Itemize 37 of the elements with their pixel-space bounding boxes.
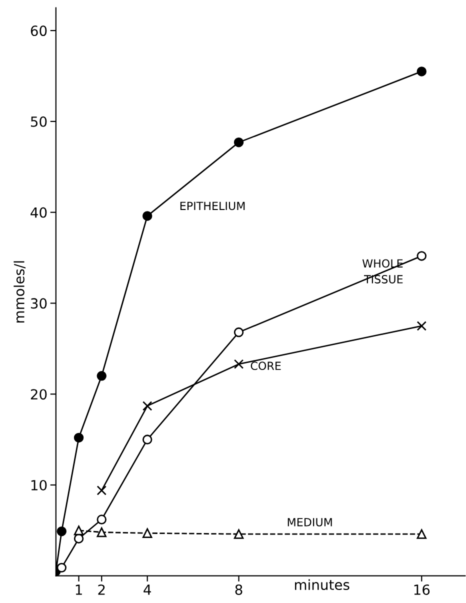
x-tick-label: 16	[414, 584, 430, 595]
point	[142, 401, 152, 411]
point	[416, 66, 426, 76]
point	[74, 432, 84, 443]
point	[56, 526, 66, 536]
y-tick-label: 20	[30, 389, 47, 400]
point	[96, 486, 106, 496]
y-tick-label: 60	[30, 26, 47, 36]
series-label: WHOLE TISSUE	[362, 259, 403, 284]
point	[416, 321, 426, 331]
point	[234, 359, 244, 369]
y-tick-label: 10	[31, 480, 47, 490]
point	[234, 137, 244, 148]
point	[56, 562, 66, 573]
series-label: CORE	[250, 362, 281, 370]
point	[96, 514, 106, 524]
point	[416, 529, 426, 539]
series-label: MEDIUM	[288, 518, 332, 526]
point	[96, 371, 106, 381]
point	[74, 526, 84, 536]
y-axis-title: mmoles/l	[14, 261, 26, 322]
point	[234, 529, 244, 539]
y-tick-label: 40	[30, 207, 47, 218]
point	[142, 211, 152, 221]
point	[142, 434, 152, 444]
series-label: EPITHELIUM	[180, 202, 245, 210]
x-tick-label: 8	[235, 584, 242, 595]
point	[96, 527, 106, 538]
point	[142, 528, 152, 538]
point	[416, 251, 426, 261]
y-tick-label: 50	[30, 116, 47, 127]
x-tick-label: 2	[98, 584, 105, 595]
x-tick-label: 1	[76, 584, 82, 595]
point	[234, 327, 244, 338]
x-tick-label: 4	[144, 584, 151, 595]
y-tick-label: 30	[30, 298, 47, 309]
x-axis-title: minutes	[295, 579, 350, 590]
